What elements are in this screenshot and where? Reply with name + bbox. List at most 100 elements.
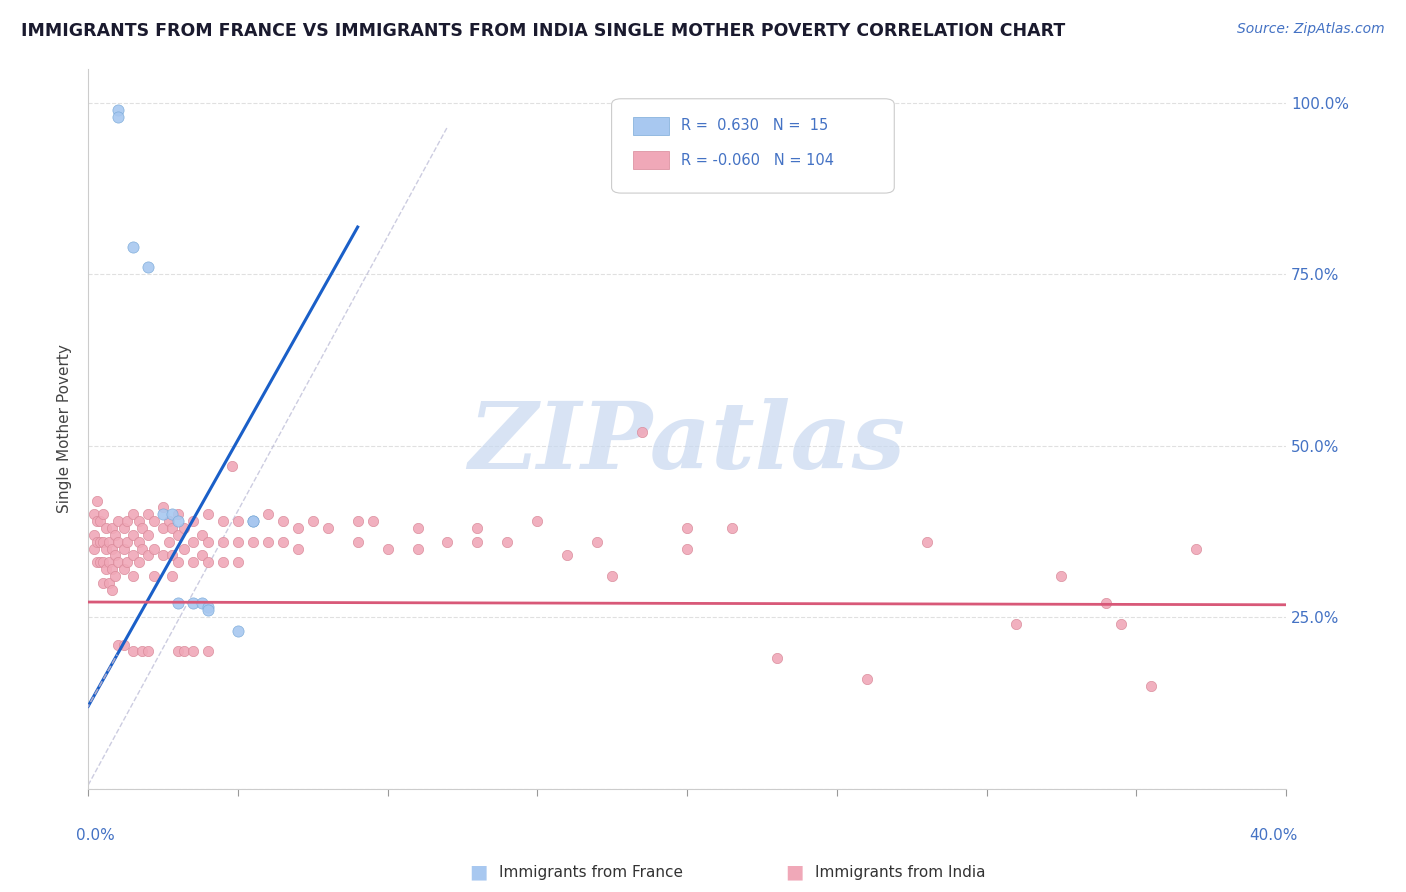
Point xyxy=(131,521,153,535)
Point xyxy=(167,596,190,610)
Point xyxy=(256,534,278,549)
Point xyxy=(271,534,294,549)
Point xyxy=(316,521,339,535)
Point xyxy=(406,521,429,535)
Text: Source: ZipAtlas.com: Source: ZipAtlas.com xyxy=(1237,22,1385,37)
Text: ZIPatlas: ZIPatlas xyxy=(468,398,905,488)
Point xyxy=(107,103,129,117)
Point xyxy=(191,596,214,610)
Point xyxy=(526,514,548,528)
Point xyxy=(91,555,114,569)
Point xyxy=(115,534,138,549)
Point xyxy=(152,521,174,535)
Point xyxy=(101,521,124,535)
Point xyxy=(136,528,159,542)
Point xyxy=(86,555,108,569)
Point xyxy=(1140,679,1163,693)
Point xyxy=(94,521,117,535)
Point xyxy=(104,569,127,583)
Point xyxy=(181,596,204,610)
Point xyxy=(89,514,111,528)
Point xyxy=(226,555,249,569)
Point xyxy=(122,644,145,658)
Point xyxy=(1185,541,1208,556)
Point xyxy=(160,508,183,522)
Point xyxy=(676,521,699,535)
Point xyxy=(346,514,368,528)
Point xyxy=(436,534,458,549)
Point xyxy=(128,514,150,528)
Point xyxy=(122,508,145,522)
Point xyxy=(136,549,159,563)
Point xyxy=(86,514,108,528)
Point xyxy=(212,514,235,528)
Point xyxy=(122,528,145,542)
Point xyxy=(1050,569,1073,583)
Point xyxy=(83,508,105,522)
Point xyxy=(101,582,124,597)
Point xyxy=(136,260,159,275)
Point xyxy=(94,541,117,556)
Text: ■: ■ xyxy=(468,863,488,882)
Point xyxy=(143,514,166,528)
Point xyxy=(221,459,243,474)
Point xyxy=(361,514,384,528)
Point xyxy=(101,562,124,576)
Point xyxy=(496,534,519,549)
Point xyxy=(301,514,323,528)
Point xyxy=(346,534,368,549)
Point xyxy=(107,514,129,528)
Point xyxy=(86,493,108,508)
Y-axis label: Single Mother Poverty: Single Mother Poverty xyxy=(58,344,72,513)
Point xyxy=(226,534,249,549)
Point xyxy=(197,644,219,658)
Point xyxy=(287,541,309,556)
Point xyxy=(112,541,135,556)
Point xyxy=(157,514,180,528)
Point xyxy=(94,562,117,576)
Point xyxy=(143,569,166,583)
Point xyxy=(191,549,214,563)
Point xyxy=(181,534,204,549)
Point xyxy=(242,514,264,528)
Point xyxy=(98,534,121,549)
Point xyxy=(122,549,145,563)
Text: 0.0%: 0.0% xyxy=(76,828,115,843)
Point xyxy=(167,508,190,522)
Point xyxy=(287,521,309,535)
FancyBboxPatch shape xyxy=(612,99,894,193)
Point xyxy=(107,638,129,652)
Point xyxy=(167,514,190,528)
Point xyxy=(91,575,114,590)
Point xyxy=(181,555,204,569)
Point xyxy=(160,549,183,563)
Point xyxy=(86,534,108,549)
Point xyxy=(197,599,219,614)
Point xyxy=(600,569,623,583)
Text: ■: ■ xyxy=(785,863,804,882)
Point xyxy=(107,110,129,124)
Point xyxy=(131,541,153,556)
Point xyxy=(721,521,744,535)
Point xyxy=(91,534,114,549)
Point xyxy=(136,644,159,658)
Point xyxy=(122,240,145,254)
Point xyxy=(122,569,145,583)
Point xyxy=(242,514,264,528)
Point xyxy=(101,541,124,556)
Point xyxy=(91,508,114,522)
Point xyxy=(212,534,235,549)
Point xyxy=(167,528,190,542)
Point xyxy=(152,549,174,563)
Point xyxy=(115,514,138,528)
Point xyxy=(143,541,166,556)
Point xyxy=(83,528,105,542)
Point xyxy=(173,644,195,658)
Bar xyxy=(633,117,669,135)
Point xyxy=(112,562,135,576)
Point xyxy=(136,508,159,522)
Point xyxy=(173,541,195,556)
Point xyxy=(676,541,699,556)
Point xyxy=(152,500,174,515)
Point xyxy=(555,549,578,563)
